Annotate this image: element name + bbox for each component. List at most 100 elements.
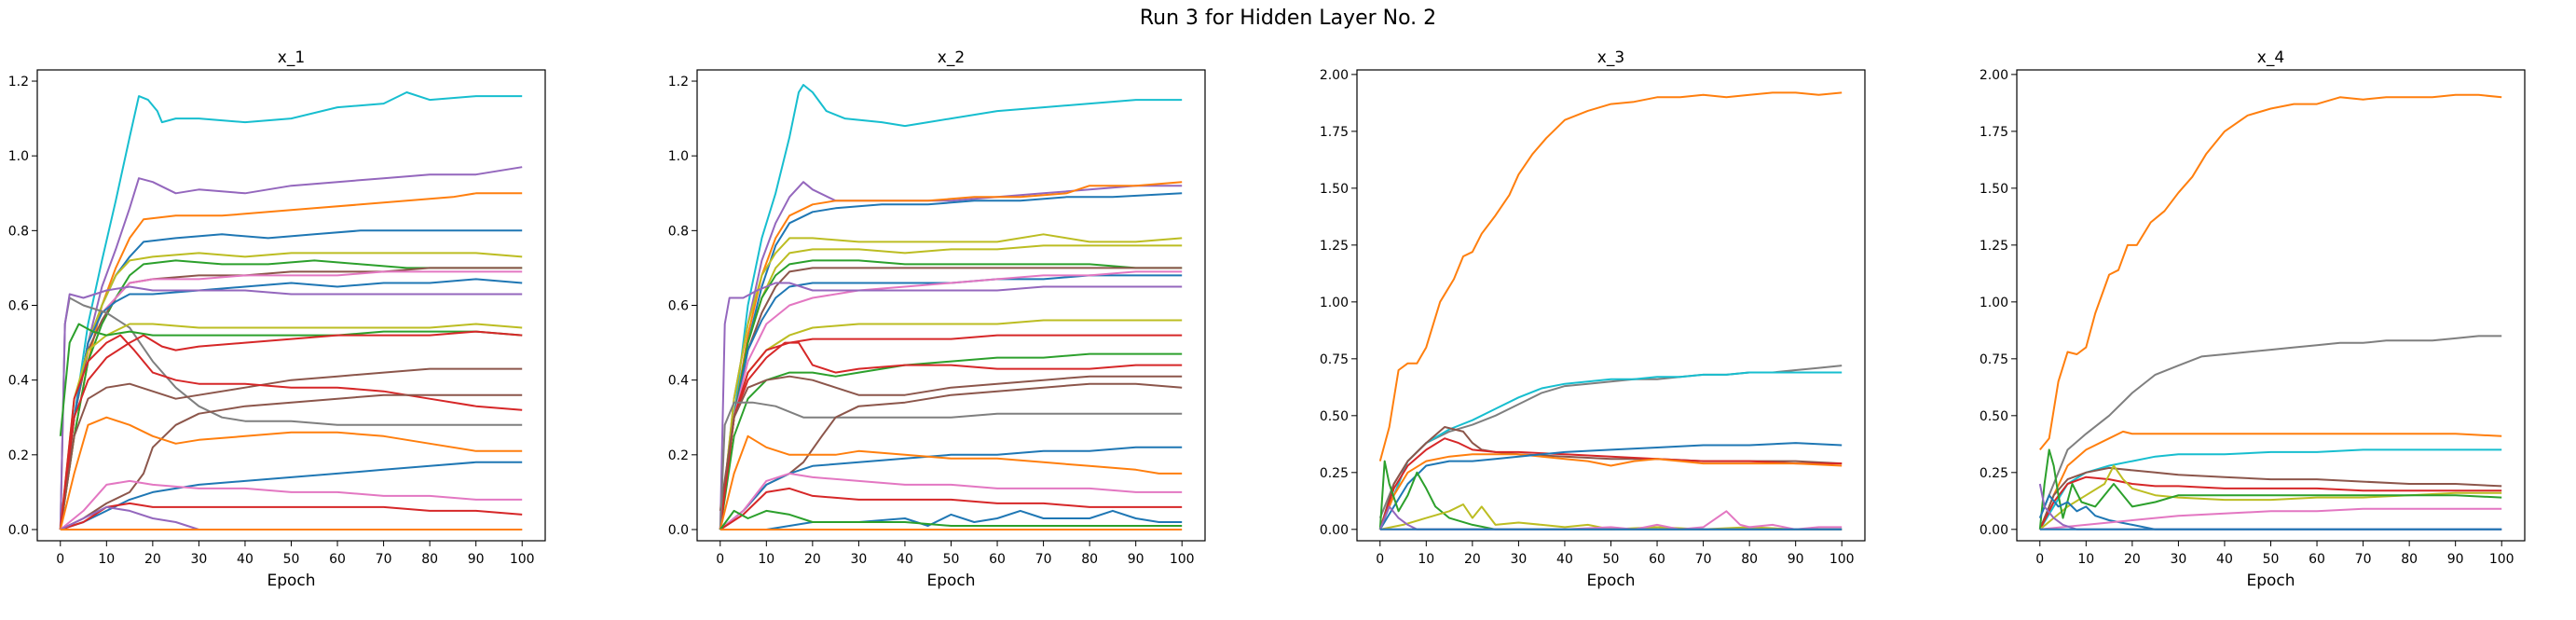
x-tick-label: 50 [283, 552, 300, 567]
y-tick-label: 0.4 [668, 374, 689, 389]
series-line-13 [719, 334, 1183, 530]
series-line-6 [59, 259, 523, 530]
series-line-7 [719, 259, 1183, 530]
x-tick-label: 10 [1418, 552, 1434, 567]
subplot-1: 0 10 20 30 40 50 60 70 80 90 100 0.0 0.2 0.4 0.6 0.8 1.0… [8, 48, 546, 590]
series-line-7 [59, 267, 523, 530]
series-line-19 [719, 446, 1183, 530]
series-line-15 [719, 341, 1183, 530]
y-tick-label: 1.25 [1980, 239, 2008, 254]
series-line-1 [719, 84, 1183, 530]
x-axis-label: Epoch [267, 572, 315, 590]
series-line-8 [2038, 448, 2502, 530]
x-tick-label: 70 [1695, 552, 1712, 567]
series-line-1 [2039, 93, 2502, 451]
y-tick-label: 0.00 [1320, 523, 1349, 538]
subplot-title: x_1 [278, 48, 305, 67]
x-axis-label: Epoch [2246, 572, 2295, 590]
series-line-3 [2038, 430, 2502, 530]
series-line-11 [719, 282, 1183, 530]
series-line-8 [719, 267, 1183, 530]
y-tick-label: 1.2 [668, 75, 689, 90]
series-line-24 [719, 509, 1183, 530]
series-line-19 [60, 461, 523, 530]
series-line-2 [2038, 335, 2502, 518]
x-tick-label: 0 [1376, 552, 1384, 567]
y-tick-label: 0.2 [668, 448, 689, 463]
y-tick-label: 1.0 [668, 149, 689, 164]
series-line-9 [719, 274, 1183, 530]
series-line-5 [1378, 437, 1843, 530]
x-tick-label: 30 [1510, 552, 1527, 567]
x-tick-label: 40 [897, 552, 913, 567]
x-tick-label: 0 [2035, 552, 2044, 567]
series-line-22 [719, 487, 1183, 530]
series-line-15 [59, 367, 523, 530]
y-tick-label: 0.0 [8, 523, 29, 538]
x-tick-label: 60 [2309, 552, 2325, 567]
x-tick-label: 40 [2216, 552, 2233, 567]
series-line-16 [719, 375, 1183, 512]
series-line-2 [59, 166, 523, 530]
y-tick-label: 0.25 [1320, 466, 1349, 481]
series-line-4 [2038, 448, 2502, 530]
x-tick-label: 0 [716, 552, 724, 567]
x-axis-label: Epoch [926, 572, 975, 590]
series-line-17 [719, 401, 1183, 530]
x-tick-label: 0 [56, 552, 64, 567]
series-line-12 [59, 323, 523, 530]
x-tick-label: 90 [468, 552, 485, 567]
x-tick-label: 80 [1741, 552, 1758, 567]
y-tick-label: 0.6 [668, 299, 689, 314]
x-tick-label: 70 [376, 552, 392, 567]
x-tick-label: 20 [804, 552, 821, 567]
series-line-10 [2039, 507, 2502, 530]
y-tick-label: 0.2 [8, 448, 29, 463]
y-tick-label: 1.75 [1320, 125, 1349, 140]
y-tick-label: 1.00 [1320, 296, 1349, 310]
x-tick-label: 20 [144, 552, 161, 567]
x-tick-label: 50 [1603, 552, 1620, 567]
subplot-title: x_4 [2257, 48, 2284, 67]
series-line-5 [59, 252, 523, 530]
x-tick-label: 90 [1788, 552, 1804, 567]
series-line-17 [60, 393, 523, 530]
subplot-2: 0 10 20 30 40 50 60 70 80 90 100 0.0 0.2 0.4 0.6 0.8 1.0… [668, 48, 1206, 590]
series-line-5 [719, 233, 1183, 530]
x-tick-label: 80 [2401, 552, 2418, 567]
subplot-3: 0 10 20 30 40 50 60 70 80 90 100 0.00 0.25 0.50 0.75 1.… [1320, 48, 1866, 590]
x-tick-label: 60 [1649, 552, 1665, 567]
series-line-14 [719, 352, 1183, 530]
y-tick-label: 1.50 [1320, 182, 1349, 197]
y-tick-label: 0.25 [1980, 466, 2008, 481]
subplot-title: x_3 [1597, 48, 1624, 67]
y-tick-label: 0.8 [668, 224, 689, 239]
y-tick-label: 0.75 [1980, 352, 2008, 367]
x-tick-label: 70 [2355, 552, 2372, 567]
y-tick-label: 2.00 [1320, 68, 1349, 83]
x-tick-label: 80 [1081, 552, 1098, 567]
y-tick-label: 1.50 [1980, 182, 2008, 197]
series-line-4 [719, 192, 1183, 530]
x-tick-label: 60 [989, 552, 1006, 567]
x-tick-label: 100 [1829, 552, 1855, 567]
series-line-1 [1378, 91, 1843, 462]
series-line-10 [59, 296, 523, 530]
x-tick-label: 50 [2263, 552, 2280, 567]
series-line-10 [719, 270, 1183, 530]
x-axis-label: Epoch [1586, 572, 1635, 590]
x-tick-label: 30 [850, 552, 867, 567]
series-line-1 [59, 91, 523, 530]
x-tick-label: 10 [758, 552, 774, 567]
series-line-8 [1378, 460, 1843, 530]
x-tick-label: 10 [98, 552, 115, 567]
y-tick-label: 0.50 [1320, 409, 1349, 424]
y-tick-label: 0.00 [1980, 523, 2008, 538]
series-line-20 [60, 479, 523, 530]
series-line-21 [719, 472, 1183, 530]
y-tick-label: 1.0 [8, 149, 29, 164]
x-tick-label: 100 [2489, 552, 2514, 567]
figure-suptitle: Run 3 for Hidden Layer No. 2 [1140, 7, 1436, 30]
series-line-13 [59, 323, 523, 436]
